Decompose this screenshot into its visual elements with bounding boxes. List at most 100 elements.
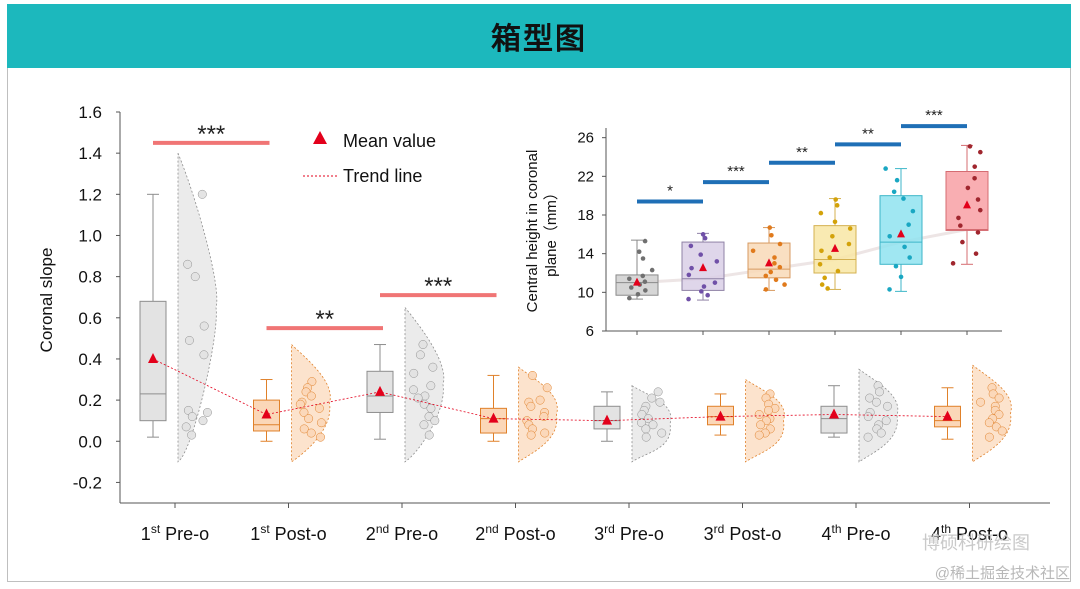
inset-data-point [768,269,774,275]
data-point [181,422,191,432]
inset-data-point [975,197,981,202]
y-tick-label: 0.8 [78,268,102,287]
inset-y-tick-label: 10 [577,284,594,301]
data-point [657,428,667,438]
inset-data-point [825,286,830,291]
x-tick-label: 3rd Pre-o [594,522,664,544]
inset-data-point [643,288,648,293]
data-point [198,416,208,426]
y-tick-label: 0.0 [78,432,102,451]
inset-data-point [819,282,825,287]
data-point [997,426,1007,436]
inset-data-point [958,223,963,228]
inset-significance-label: *** [925,107,943,124]
violin [177,153,218,463]
inset-data-point [819,248,824,254]
inset-data-point [627,276,632,282]
inset-data-point [827,255,832,260]
inset-y-tick-label: 26 [577,130,594,147]
violin [518,366,558,463]
inset-significance-label: ** [862,125,874,142]
inset-data-point [628,285,634,290]
inset-data-point [702,235,708,241]
trend-line [152,358,948,422]
y-tick-label: -0.2 [73,473,102,492]
data-point [428,362,438,372]
inset-data-point [705,292,710,298]
data-point [202,408,212,417]
mean-marker [375,385,385,396]
x-tick-label: 3rd Post-o [704,522,782,544]
inset-data-point [642,279,648,285]
inset-data-point [773,277,779,283]
data-point [316,418,326,428]
y-tick-label: 1.0 [78,226,102,245]
inset-data-point [769,233,774,238]
data-point [994,393,1004,403]
inset-data-point [906,222,911,227]
x-tick-label: 1st Pre-o [141,522,209,544]
inset-mean-marker [633,277,641,286]
violin [404,306,445,463]
data-point [187,430,197,440]
inset-mean-marker [897,229,905,238]
inset-data-point [956,215,961,221]
inset-data-point [635,291,641,297]
inset-data-point [686,296,691,302]
inset-data-point [973,251,979,256]
data-point [426,403,436,413]
y-tick-label: 0.4 [78,350,102,369]
data-point [756,420,766,430]
data-point [984,418,994,428]
data-point [540,428,550,438]
data-point [976,397,986,407]
inset-data-point [967,144,973,149]
significance-label: ** [315,306,334,333]
data-point [409,385,418,395]
data-point [643,414,653,424]
inset-data-point [636,249,642,255]
data-point [430,416,440,426]
inset-data-point [902,244,907,250]
inset-data-point [846,241,852,247]
data-point [413,393,423,403]
x-tick-label: 2nd Post-o [475,522,555,544]
inset-data-point [782,282,787,287]
inset-data-point [893,263,899,269]
inset-data-point [834,203,840,208]
legend-mean-label: Mean value [343,131,436,151]
inset-data-point [832,219,838,225]
inset-y-tick-label: 14 [577,246,594,263]
inset-data-point [642,238,648,244]
y-tick-label: 0.2 [78,391,102,410]
inset-mean-marker [963,200,971,209]
inset-data-point [960,239,965,245]
mean-marker [602,414,612,425]
inset-data-point [978,149,983,155]
inset-data-point [640,256,646,261]
data-point [409,368,419,378]
data-point [539,412,549,422]
data-point [316,432,325,442]
inset-data-point [701,284,707,289]
main-y-axis-label: Coronal slope [37,248,56,353]
data-point [871,397,881,407]
inset-data-point [714,259,720,264]
inset-y-label-line2: plane（mm） [543,185,560,277]
inset-data-point [817,262,823,267]
inset-data-point [689,265,694,271]
inset-data-point [750,248,756,254]
inset-significance-label: * [667,182,673,199]
legend: Mean value Trend line [303,131,436,186]
data-point [426,381,436,391]
inset-data-point [700,232,706,237]
significance-label: *** [197,121,225,148]
inset-data-point [772,255,777,260]
data-point [653,387,663,397]
data-point [754,430,764,440]
inset-significance-label: ** [796,144,808,161]
inset-data-point [627,295,632,301]
data-point [199,321,209,331]
inset-data-point [772,261,777,266]
data-point [865,393,875,403]
